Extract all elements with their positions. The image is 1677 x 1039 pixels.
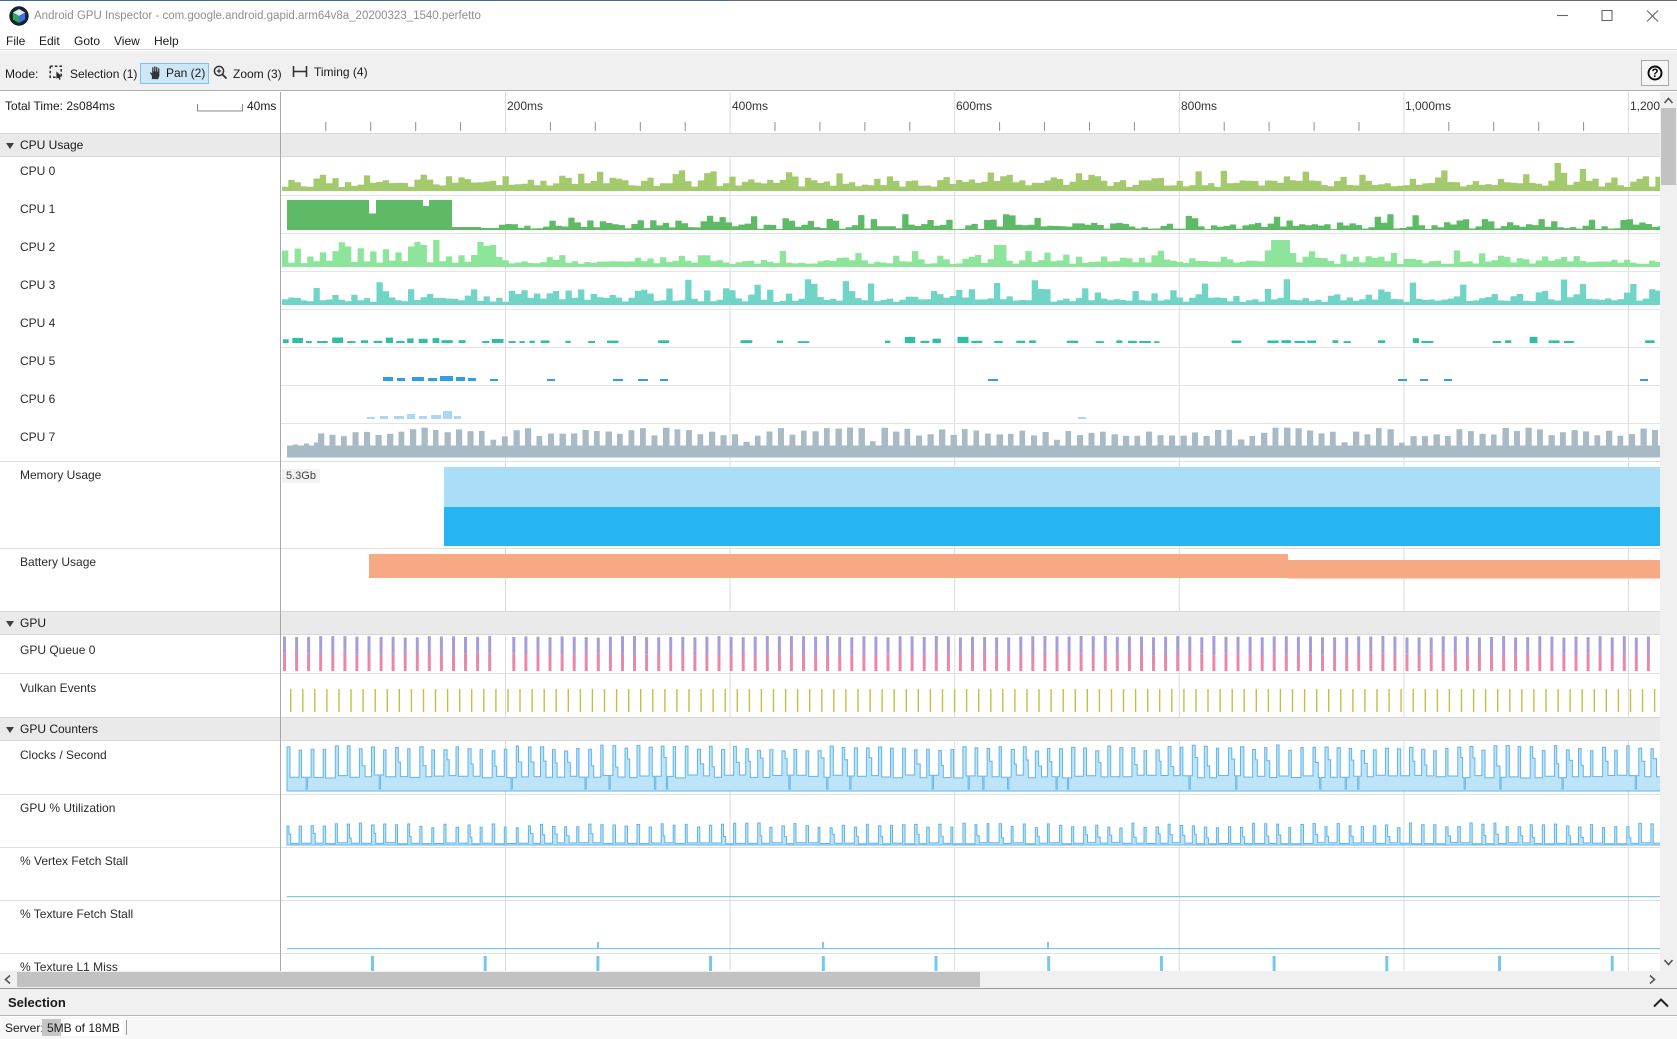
svg-text:?: ? — [1651, 68, 1658, 80]
